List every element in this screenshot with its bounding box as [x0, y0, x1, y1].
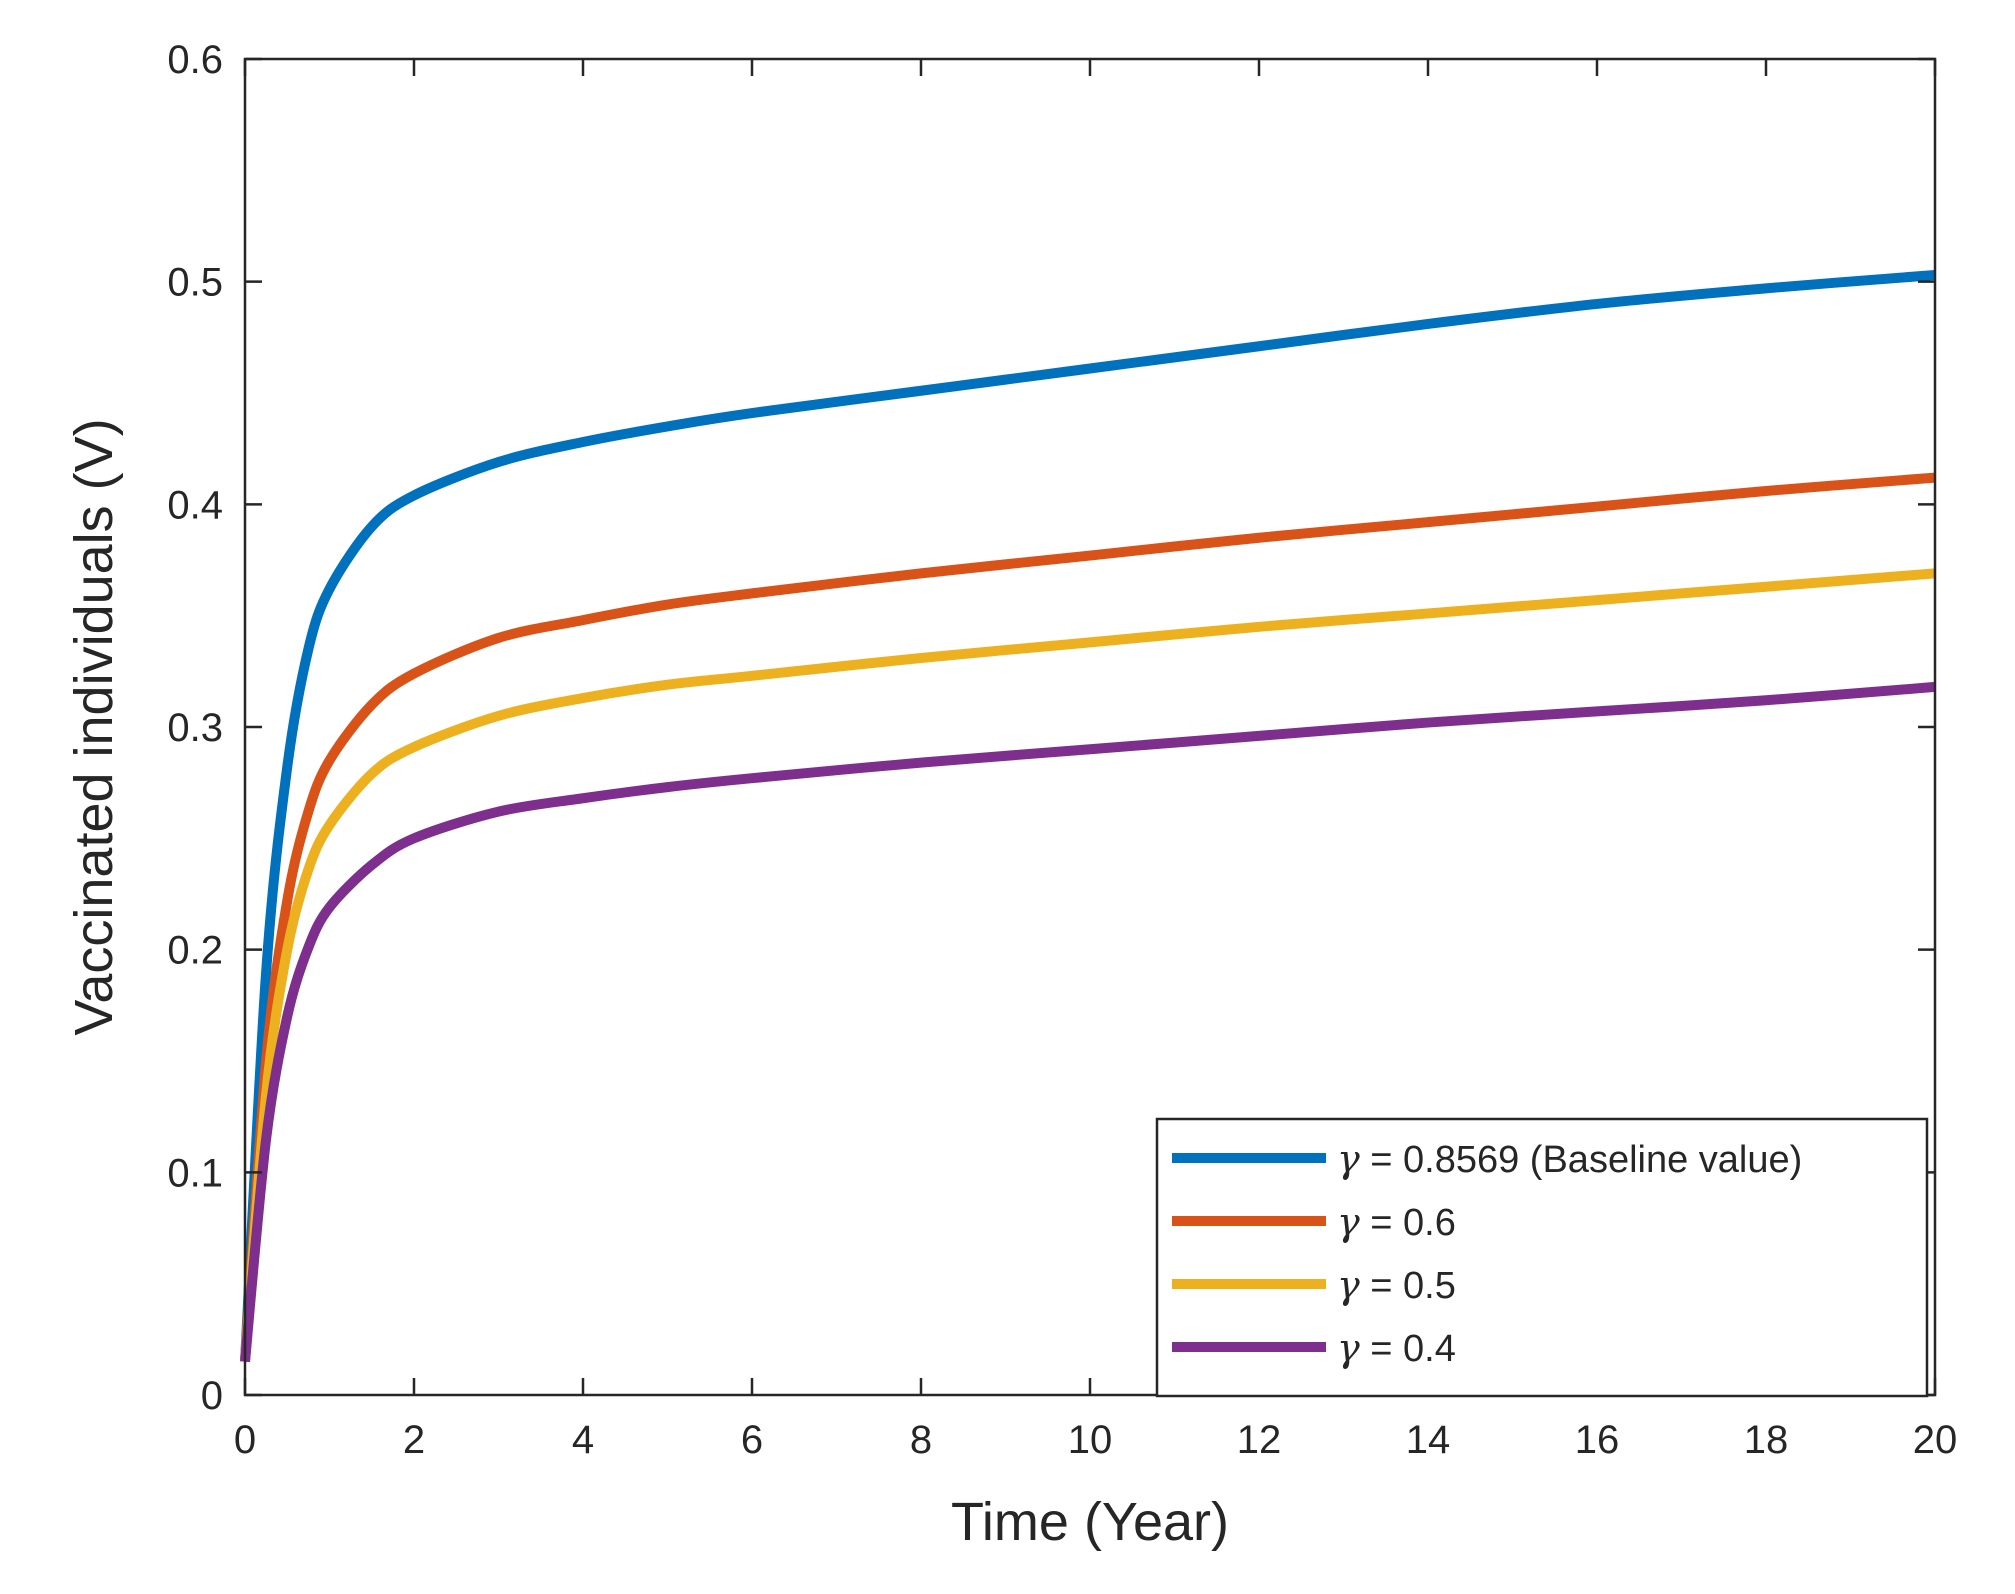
x-tick-label: 0: [234, 1418, 256, 1462]
gamma-symbol: γ: [1337, 1137, 1360, 1181]
gamma-symbol: γ: [1337, 1200, 1360, 1244]
x-tick-label: 12: [1237, 1418, 1282, 1462]
x-tick-label: 18: [1744, 1418, 1789, 1462]
legend-label-4: γ = 0.4: [1337, 1326, 1456, 1370]
x-tick-label: 6: [741, 1418, 763, 1462]
legend-label-text: = 0.5: [1360, 1265, 1456, 1307]
axes: 0 2 4 6 8 10 12 14 16 18 20 0 0.1 0.2 0.3 0.4 0.5 0.6: [167, 38, 1957, 1462]
y-tick-label: 0.6: [167, 38, 223, 82]
legend-label-1: γ = 0.8569 (Baseline value): [1337, 1137, 1802, 1181]
legend-label-text: = 0.8569 (Baseline value): [1360, 1139, 1803, 1181]
gamma-symbol: γ: [1337, 1263, 1360, 1307]
x-tick-label: 20: [1913, 1418, 1958, 1462]
gamma-symbol: γ: [1337, 1326, 1360, 1370]
series-line-2: [240, 472, 1936, 1362]
series-line-3: [240, 568, 1936, 1362]
legend-label-text: = 0.6: [1360, 1202, 1456, 1244]
x-tick-label: 8: [910, 1418, 932, 1462]
y-tick-label: 0.2: [167, 929, 223, 973]
y-tick-label: 0: [201, 1374, 223, 1418]
x-tick-label: 2: [403, 1418, 425, 1462]
x-tick-label: 10: [1068, 1418, 1113, 1462]
series-line-4: [240, 681, 1936, 1363]
x-axis-title: Time (Year): [951, 1492, 1229, 1552]
x-tick-label: 14: [1406, 1418, 1451, 1462]
series-line-1: [240, 270, 1936, 1362]
legend-label-2: γ = 0.6: [1337, 1200, 1456, 1244]
x-tick-label: 16: [1575, 1418, 1620, 1462]
y-axis-title: Vaccinated individuals (V): [64, 418, 124, 1035]
y-tick-label: 0.1: [167, 1151, 223, 1195]
y-tick-label: 0.4: [167, 483, 223, 527]
axis-labels: Time (Year) Vaccinated individuals (V): [64, 418, 1229, 1552]
y-tick-label: 0.3: [167, 706, 223, 750]
legend-label-text: = 0.4: [1360, 1328, 1456, 1370]
legend: γ = 0.8569 (Baseline value)γ = 0.6γ = 0.…: [1155, 1117, 1929, 1398]
legend-label-3: γ = 0.5: [1337, 1263, 1456, 1307]
x-tick-label: 4: [572, 1418, 594, 1462]
y-tick-label: 0.5: [167, 261, 223, 305]
series-lines: [240, 270, 1936, 1363]
